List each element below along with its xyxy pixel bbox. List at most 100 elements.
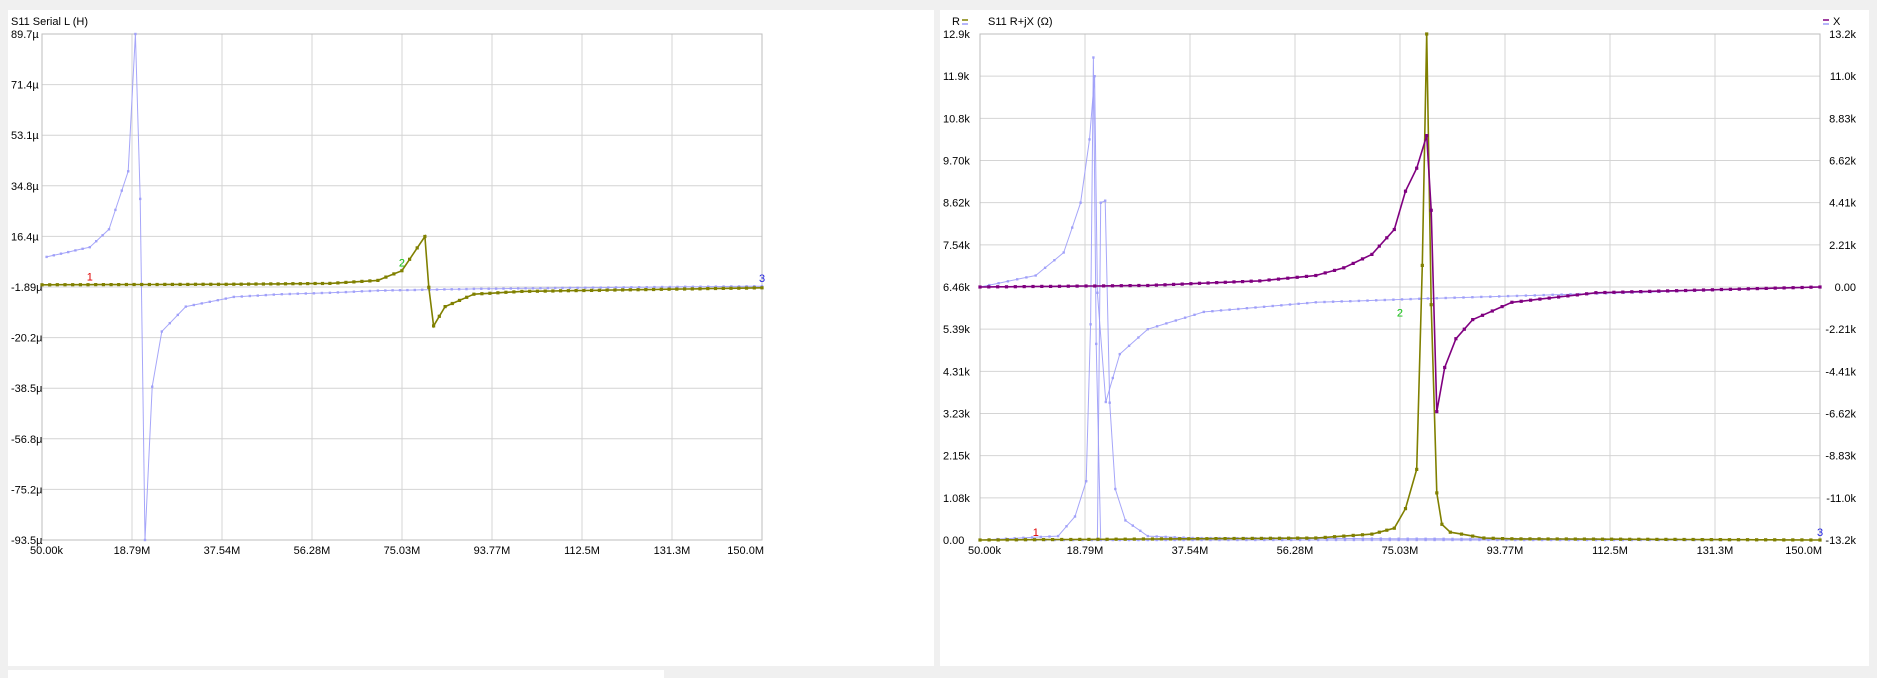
data-point <box>628 288 632 292</box>
x-tick-label: 112.5M <box>1592 545 1628 557</box>
y-right-tick-label: 8.83k <box>1829 113 1856 125</box>
data-point <box>1323 271 1327 275</box>
data-point <box>753 285 756 288</box>
data-point <box>1397 537 1400 540</box>
data-point <box>535 289 539 293</box>
data-point <box>1637 537 1641 541</box>
data-point <box>328 291 332 294</box>
data-point <box>296 292 299 295</box>
data-point <box>1425 32 1429 36</box>
data-point <box>1564 537 1568 541</box>
data-point <box>1205 537 1209 541</box>
data-point <box>1343 538 1347 542</box>
data-point <box>344 290 348 294</box>
impedance-chart-panel[interactable]: 50.00k 18.79M 37.54M 56.28M 75.03M 93.77M 112.… <box>940 10 1869 666</box>
data-point <box>1403 507 1408 511</box>
data-point <box>520 289 524 293</box>
status-strip <box>8 670 664 678</box>
data-point <box>1297 302 1300 305</box>
data-point <box>987 538 991 542</box>
data-point <box>1165 322 1168 325</box>
data-point <box>1066 284 1070 288</box>
data-point <box>1557 295 1561 299</box>
data-point <box>637 286 641 289</box>
data-point <box>502 287 505 290</box>
chart-title: S11 R+jX (Ω) <box>988 16 1053 28</box>
data-point <box>1519 299 1523 303</box>
y-tick-label: 8.62k <box>943 198 970 210</box>
data-point <box>1332 268 1337 272</box>
x-tick-label: 75.03M <box>384 545 421 557</box>
data-point <box>1095 342 1098 346</box>
data-point <box>276 282 280 286</box>
data-point <box>1791 538 1795 542</box>
x-tick-label: 18.79M <box>114 545 151 557</box>
data-point <box>352 290 356 293</box>
data-point <box>1691 537 1695 542</box>
data-point <box>114 208 117 212</box>
data-point <box>1178 537 1182 541</box>
data-point <box>997 282 1000 285</box>
marker-1: 1 <box>87 272 93 284</box>
data-point <box>1385 236 1389 240</box>
data-point <box>1272 538 1275 542</box>
impedance-chart[interactable]: 50.00k 18.79M 37.54M 56.28M 75.03M 93.77M 112.… <box>940 10 1869 666</box>
data-point <box>465 287 468 291</box>
x-tick-label: 56.28M <box>1277 545 1314 557</box>
data-point <box>432 324 436 328</box>
data-point <box>127 170 130 173</box>
data-point <box>134 32 137 36</box>
data-point <box>1400 298 1404 301</box>
data-point <box>1228 308 1231 311</box>
data-point <box>1655 537 1659 541</box>
data-point <box>1425 134 1429 138</box>
data-point <box>1032 538 1037 542</box>
data-point <box>392 272 396 276</box>
data-point <box>1298 538 1302 542</box>
data-point <box>667 287 671 291</box>
data-point <box>1096 537 1100 541</box>
data-point <box>1182 538 1185 542</box>
data-point <box>86 283 90 287</box>
data-point <box>306 282 310 286</box>
data-point <box>200 302 203 305</box>
marker-2: 2 <box>399 258 405 270</box>
x-tick-label: 50.00k <box>968 545 1002 557</box>
data-point <box>1379 537 1382 540</box>
x-tick-label: 131.3M <box>1697 545 1734 557</box>
data-point <box>1141 537 1145 541</box>
data-point <box>1267 278 1271 282</box>
data-point <box>1585 292 1589 296</box>
data-point <box>653 285 656 289</box>
data-point <box>1755 287 1759 291</box>
data-point <box>599 286 602 289</box>
data-point <box>1104 199 1107 202</box>
y-right-tick-label: 13.2k <box>1829 29 1856 41</box>
data-point <box>232 295 235 299</box>
data-point <box>745 285 748 288</box>
data-point <box>1150 537 1155 541</box>
data-point <box>1189 282 1193 286</box>
data-point <box>216 299 219 302</box>
data-point <box>559 289 563 293</box>
data-point <box>1628 537 1632 541</box>
data-point <box>1448 530 1452 534</box>
data-point <box>996 538 1000 542</box>
data-point <box>170 282 174 286</box>
data-point <box>752 286 756 290</box>
serial-inductance-chart[interactable]: 50.00k 18.79M 37.54M 56.28M 75.03M 93.77M 112.… <box>8 10 934 666</box>
data-point <box>1209 538 1212 542</box>
data-point <box>1415 467 1419 471</box>
data-point <box>465 295 469 299</box>
x-tick-label: 150.0M <box>1785 545 1822 557</box>
data-point <box>1187 537 1191 541</box>
data-point <box>101 283 105 287</box>
data-point <box>1006 280 1010 283</box>
data-point <box>1325 537 1329 540</box>
data-point <box>1415 537 1418 540</box>
serial-inductance-chart-panel[interactable]: 50.00k 18.79M 37.54M 56.28M 75.03M 93.77M 112.… <box>8 10 934 666</box>
data-point <box>1214 537 1218 541</box>
data-point <box>94 283 98 287</box>
x-tick-label: 150.0M <box>727 545 764 557</box>
data-point <box>384 275 388 279</box>
